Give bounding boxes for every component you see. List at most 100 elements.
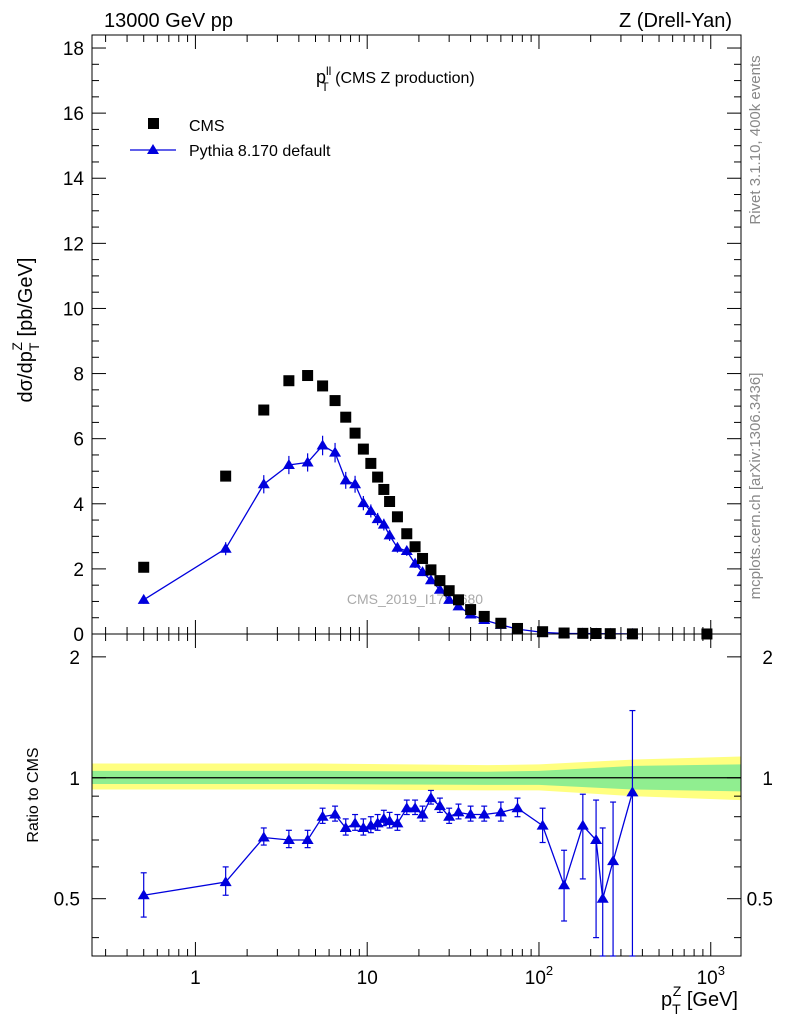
ratio-ytick-label-left: 1 xyxy=(69,769,80,790)
ratio-point xyxy=(433,800,446,811)
main-ytick-label: 14 xyxy=(63,169,85,190)
ratio-xtick-label: 103 xyxy=(697,963,725,989)
pythia-point xyxy=(316,439,329,450)
cms-point xyxy=(283,375,295,387)
cms-point xyxy=(512,622,524,634)
main-ytick-label: 18 xyxy=(63,39,84,60)
ratio-point xyxy=(576,819,589,830)
cms-point xyxy=(434,575,446,587)
legend-pythia-label: Pythia 8.170 default xyxy=(189,143,331,160)
legend-pythia-marker xyxy=(147,144,159,154)
cms-point xyxy=(220,470,232,482)
cms-point xyxy=(357,443,369,455)
pythia-point xyxy=(433,583,446,594)
cms-point xyxy=(340,411,352,423)
main-ytick-label: 4 xyxy=(73,495,84,516)
ratio-point xyxy=(511,802,524,813)
ratio-point xyxy=(391,817,404,828)
pythia-point xyxy=(301,456,314,467)
ratio-point xyxy=(383,815,396,826)
ratio-point xyxy=(596,892,609,903)
ratio-xtick-label: 10 xyxy=(357,968,378,989)
header-energy-label: 13000 GeV pp xyxy=(104,10,233,32)
cms-point xyxy=(495,617,507,629)
ratio-point xyxy=(316,810,329,821)
cms-point xyxy=(409,541,421,553)
pythia-point xyxy=(409,557,422,568)
ratio-point xyxy=(219,876,232,887)
legend-cms-label: CMS xyxy=(189,118,225,135)
mcplots-citation-label: mcplots.cern.ch [arXiv:1306.3436] xyxy=(747,373,764,600)
ratio-point xyxy=(590,833,603,844)
cms-point xyxy=(577,627,589,639)
cms-point xyxy=(365,457,377,469)
ratio-xtick-label: 102 xyxy=(525,963,553,989)
ratio-xlabel: pTZ [GeV] xyxy=(661,983,738,1017)
pythia-point xyxy=(383,529,396,540)
pythia-point xyxy=(377,518,390,529)
cms-point xyxy=(452,594,464,606)
pythia-point xyxy=(443,593,456,604)
ratio-point xyxy=(349,817,362,828)
ratio-point xyxy=(339,821,352,832)
ratio-point xyxy=(409,802,422,813)
ratio-ytick-label-right: 1 xyxy=(762,769,773,790)
ratio-point xyxy=(558,879,571,890)
pythia-point xyxy=(400,544,413,555)
pythia-point xyxy=(219,542,232,553)
pythia-point xyxy=(424,574,437,585)
main-ytick-label: 0 xyxy=(73,625,84,646)
cms-point xyxy=(349,427,361,439)
cms-point xyxy=(425,564,437,576)
ratio-point xyxy=(494,806,507,817)
ratio-series-line xyxy=(143,792,634,899)
cms-point xyxy=(537,626,549,638)
cms-point xyxy=(401,528,413,540)
rivet-version-label: Rivet 3.1.10, 400k events xyxy=(747,55,764,224)
ratio-point xyxy=(371,817,384,828)
ratio-point xyxy=(626,786,639,797)
pythia-point xyxy=(452,600,465,611)
cms-point xyxy=(302,370,314,382)
pythia-point xyxy=(329,446,342,457)
cms-point xyxy=(443,585,455,597)
pythia-point xyxy=(339,474,352,485)
pythia-point xyxy=(391,541,404,552)
ratio-point xyxy=(400,802,413,813)
ratio-ytick-label-left: 2 xyxy=(69,648,80,669)
ratio-ytick-label-right: 0.5 xyxy=(747,890,773,911)
main-ytick-label: 6 xyxy=(73,430,84,451)
main-ytick-label: 8 xyxy=(73,365,84,386)
pythia-point xyxy=(371,513,384,524)
main-ytick-label: 16 xyxy=(63,104,84,125)
ratio-point xyxy=(282,833,295,844)
cms-point xyxy=(372,471,384,483)
ratio-point xyxy=(607,855,620,866)
ratio-point xyxy=(452,806,465,817)
ratio-point xyxy=(301,833,314,844)
ratio-ytick-label-left: 0.5 xyxy=(54,890,80,911)
ratio-ylabel: Ratio to CMS xyxy=(25,747,42,842)
cms-point xyxy=(465,604,477,616)
pythia-point xyxy=(357,497,370,508)
cms-point xyxy=(317,380,329,392)
main-ytick-label: 10 xyxy=(63,299,84,320)
cms-point xyxy=(378,483,390,495)
ratio-point xyxy=(137,889,150,900)
cms-point xyxy=(478,610,490,622)
cms-point xyxy=(258,404,270,416)
cms-point xyxy=(384,496,396,508)
ratio-point xyxy=(416,808,429,819)
pythia-point xyxy=(364,504,377,515)
ratio-point xyxy=(536,819,549,830)
ratio-panel: 0.5 0.5 1 1 2 2 1 10 102 103 Ratio to CMS pTZ [GeV] xyxy=(25,633,773,1017)
main-ylabel: dσ/dpTZ [pb/GeV] xyxy=(9,258,42,403)
pythia-point xyxy=(137,593,150,604)
cms-point xyxy=(138,561,150,573)
main-ytick-label: 2 xyxy=(73,560,84,581)
header-process-label: Z (Drell-Yan) xyxy=(619,10,732,32)
cms-point xyxy=(391,511,403,523)
cms-point xyxy=(329,395,341,407)
ratio-point xyxy=(257,831,270,842)
